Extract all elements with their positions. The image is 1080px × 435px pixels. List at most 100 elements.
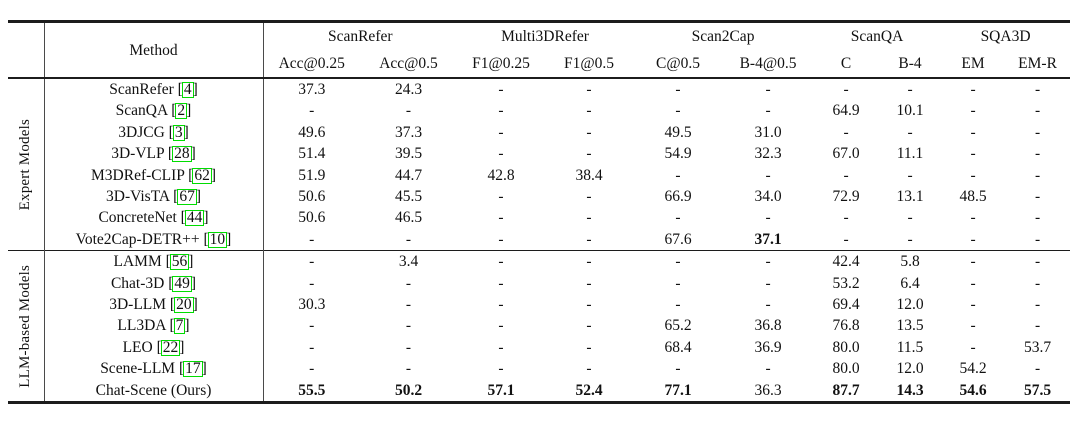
- table-row-3d-vlp: 3D-VLP [28] 51.4 39.5 - - 54.9 32.3 67.0 11.1 - -: [8, 143, 1070, 165]
- value-cell: 54.9: [664, 145, 692, 163]
- value-cell: 51.4: [298, 145, 326, 163]
- value-cell: 54.2: [959, 360, 987, 378]
- method-cell: Chat-3D [49]: [44, 272, 264, 295]
- citation-link[interactable]: [10]: [199, 230, 232, 248]
- value-cell: -: [457, 250, 545, 273]
- method-name: Chat-3D: [110, 274, 165, 292]
- benchmark-results-table-wrap: Method ScanRefer Multi3DRefer Scan2Cap Scan…: [8, 20, 1071, 405]
- method-cell: Chat-Scene (Ours): [44, 379, 264, 403]
- value-cell: -: [907, 166, 913, 184]
- value-cell: -: [498, 360, 504, 378]
- row-group-label: Expert Models: [17, 118, 34, 211]
- value-cell: 12.0: [896, 360, 924, 378]
- citation-number: 62: [192, 166, 212, 184]
- value-cell: 80.0: [832, 338, 860, 356]
- value-cell: 49.5: [664, 123, 692, 141]
- value-cell: 11.1: [896, 145, 924, 163]
- citation-link[interactable]: [28]: [164, 145, 196, 163]
- value-cell: -: [765, 296, 771, 314]
- value-cell: -: [405, 274, 412, 292]
- value-cell: -: [765, 360, 771, 378]
- value-cell: 52.4: [575, 381, 603, 399]
- value-cell: 39.5: [394, 145, 423, 163]
- col-header-c-0-5: C@0.5: [656, 55, 701, 72]
- method-cell: Scene-LLM [17]: [44, 358, 264, 380]
- value-cell: -: [970, 274, 976, 292]
- table-row-scanqa: ScanQA [2] - - - - - - 64.9 10.1 - -: [8, 100, 1070, 122]
- value-cell: 36.3: [754, 381, 782, 399]
- value-cell: -: [586, 209, 592, 227]
- citation-number: 56: [169, 253, 190, 271]
- benchmark-results-table: Method ScanRefer Multi3DRefer Scan2Cap Scan…: [8, 20, 1071, 405]
- value-cell: 46.5: [394, 209, 423, 227]
- value-cell: -: [907, 209, 913, 227]
- value-cell: -: [498, 145, 504, 163]
- citation-number: 7: [173, 317, 186, 335]
- citation-link[interactable]: [4]: [173, 81, 198, 98]
- citation-link[interactable]: [3]: [164, 123, 189, 141]
- value-cell: 49.6: [298, 123, 326, 141]
- citation-link[interactable]: [56]: [161, 253, 194, 271]
- value-cell: 13.5: [896, 317, 924, 335]
- citation-link[interactable]: [17]: [175, 360, 207, 378]
- method-cell: 3D-LLM [20]: [44, 294, 264, 316]
- value-cell: 77.1: [664, 381, 692, 399]
- citation-link[interactable]: [44]: [176, 209, 209, 227]
- citation-number: 3: [172, 123, 185, 141]
- citation-link[interactable]: [20]: [166, 296, 198, 314]
- value-cell: -: [633, 250, 724, 273]
- col-group-scanqa: ScanQA: [850, 28, 904, 45]
- value-cell: 50.6: [298, 209, 326, 227]
- method-name: Vote2Cap-DETR++: [75, 230, 200, 248]
- value-cell: -: [405, 102, 412, 120]
- col-header-c: C: [840, 55, 852, 72]
- citation-link[interactable]: [7]: [165, 317, 190, 335]
- row-group-label-cell-llm-based-models: LLM-based Models: [8, 250, 45, 403]
- value-cell: 5.8: [879, 250, 942, 273]
- value-cell: -: [545, 250, 634, 273]
- citation-link[interactable]: [2]: [167, 102, 192, 120]
- value-cell: -: [1034, 360, 1041, 378]
- value-cell: -: [498, 123, 504, 141]
- value-cell: -: [970, 209, 976, 227]
- value-cell: -: [586, 338, 592, 356]
- value-cell: -: [586, 274, 592, 292]
- value-cell: -: [586, 296, 592, 314]
- table-row-leo: LEO [22] - - - - 68.4 36.9 80.0 11.5 - 53.7: [8, 336, 1070, 359]
- value-cell: -: [498, 230, 504, 248]
- value-cell: -: [309, 102, 315, 120]
- header-group-row: Method ScanRefer Multi3DRefer Scan2Cap Scan…: [8, 21, 1070, 78]
- header-subcolumn-row: Acc@0.25 Acc@0.5 F1@0.25 F1@0.5 C@0.5 B-4@0.5…: [8, 50, 1070, 78]
- method-cell: LL3DA [7]: [44, 315, 264, 337]
- citation-link[interactable]: [22]: [152, 338, 185, 356]
- value-cell: -: [675, 209, 681, 227]
- value-cell: 72.9: [832, 188, 860, 206]
- table-row-lamm: LLM-based Models LAMM [56] -3.4- - - -42.4 5.8…: [8, 250, 1071, 403]
- value-cell: 37.3: [298, 81, 326, 98]
- value-cell: 36.9: [754, 338, 782, 356]
- value-cell: 68.4: [664, 338, 692, 356]
- value-cell: 42.8: [487, 166, 515, 184]
- value-cell: 51.9: [298, 166, 326, 184]
- table-row-scene-llm: Scene-LLM [17] - - - - - - 80.0 12.0 54.2 -: [8, 358, 1070, 380]
- value-cell: -: [1034, 145, 1041, 163]
- method-cell: 3DJCG [3]: [44, 121, 264, 144]
- value-cell: -: [843, 123, 849, 141]
- value-cell: -: [765, 102, 771, 120]
- value-cell: -: [309, 338, 315, 356]
- citation-link[interactable]: [67]: [169, 188, 201, 206]
- value-cell: -: [675, 274, 681, 292]
- value-cell: -: [970, 123, 976, 141]
- row-group-label-cell-expert-models: Expert Models: [8, 78, 45, 251]
- value-cell: -: [843, 209, 849, 227]
- citation-link[interactable]: [49]: [164, 274, 197, 292]
- col-group-scan2cap: Scan2Cap: [691, 28, 755, 45]
- table-row-chat-3d: Chat-3D [49] - - - - - - 53.2 6.4 - -: [8, 272, 1070, 295]
- value-cell: 54.6: [959, 381, 987, 399]
- citation-link[interactable]: [62]: [184, 166, 216, 184]
- col-group-multi3drefer: Multi3DRefer: [501, 28, 589, 45]
- value-cell: 37.3: [394, 123, 423, 141]
- citation-number: 20: [174, 296, 194, 314]
- method-name: 3D-VisTA: [106, 188, 170, 206]
- value-cell: -: [498, 338, 504, 356]
